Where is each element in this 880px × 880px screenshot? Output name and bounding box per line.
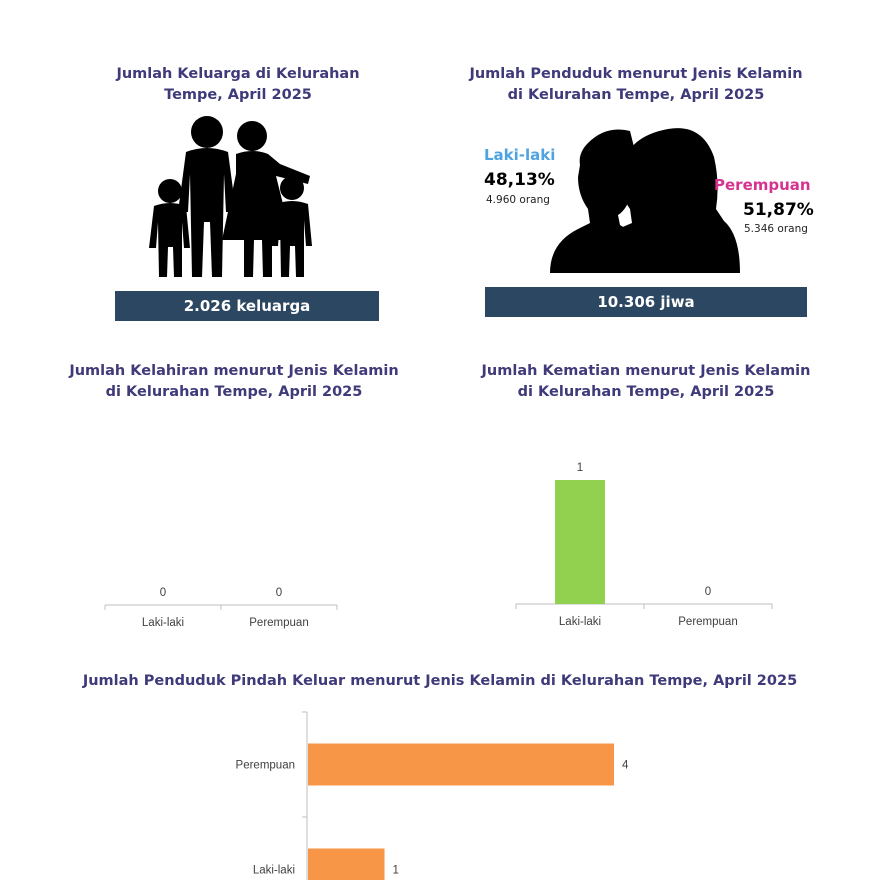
male-percent: 48,13% (484, 170, 555, 190)
data-label: 0 (705, 586, 711, 598)
data-label: 1 (577, 462, 583, 474)
bar-perempuan (308, 743, 614, 786)
data-label: 4 (622, 760, 629, 772)
x-tick-label: Laki-laki (559, 616, 601, 628)
penduduk-title: Jumlah Penduduk menurut Jenis Kelamin di… (469, 66, 803, 103)
female-percent: 51,87% (743, 200, 814, 220)
x-tick-label: Laki-laki (142, 617, 184, 629)
y-tick-label: Laki-laki (253, 865, 295, 877)
kematian-chart-title: Jumlah Kematian menurut Jenis Kelamin di… (481, 363, 811, 400)
data-label: 0 (276, 587, 282, 599)
bar-laki-laki (308, 848, 385, 880)
x-tick-label: Perempuan (249, 617, 308, 629)
female-label: Perempuan (714, 176, 811, 194)
data-label: 1 (393, 865, 399, 877)
x-tick-label: Perempuan (678, 616, 737, 628)
keluarga-total-banner: 2.026 keluarga (115, 291, 379, 321)
bar-laki-laki (555, 480, 605, 604)
family-icon (149, 116, 312, 277)
data-label: 0 (160, 587, 166, 599)
pindah-keluar-chart-title: Jumlah Penduduk Pindah Keluar menurut Je… (82, 673, 798, 689)
male-count: 4.960 orang (486, 194, 550, 206)
penduduk-total-banner: 10.306 jiwa (485, 287, 807, 317)
y-tick-label: Perempuan (236, 760, 295, 772)
kelahiran-chart-title: Jumlah Kelahiran menurut Jenis Kelamin d… (69, 363, 399, 400)
female-count: 5.346 orang (744, 223, 808, 235)
keluarga-title: Jumlah Keluarga di Kelurahan Tempe, Apri… (116, 66, 360, 103)
male-label: Laki-laki (484, 146, 556, 164)
male-female-silhouette-icon (550, 128, 740, 273)
